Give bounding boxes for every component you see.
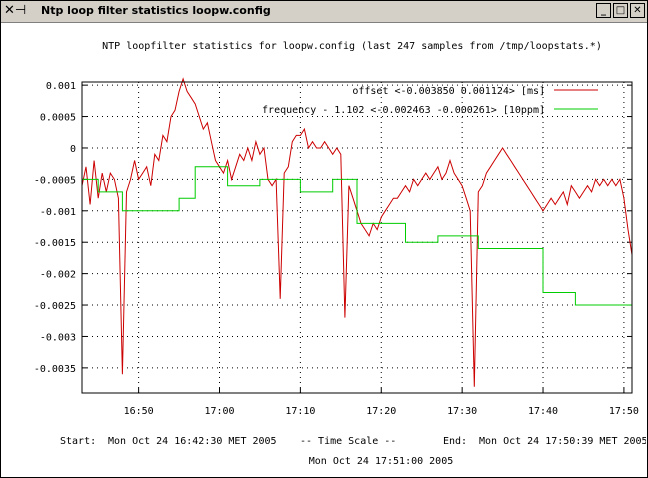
footer-time-scale: -- Time Scale -- bbox=[300, 436, 396, 447]
y-tick-label: -0.001 bbox=[40, 207, 76, 218]
plot-frame bbox=[81, 81, 633, 394]
y-tick-label: -0.0035 bbox=[34, 364, 76, 375]
x-tick-label: 16:50 bbox=[124, 406, 154, 417]
series-line-frequency bbox=[82, 166, 632, 306]
title-bar[interactable]: ✕⊣ Ntp loop filter statistics loopw.conf… bbox=[1, 1, 647, 23]
footer-end-label: End: bbox=[443, 436, 467, 447]
y-tick-label: 0.0005 bbox=[40, 113, 76, 124]
y-tick-label: -0.002 bbox=[40, 270, 76, 281]
footer-end-value: Mon Oct 24 17:50:39 MET 2005 bbox=[479, 436, 646, 447]
x-tick-label: 17:00 bbox=[204, 406, 234, 417]
x-tick-label: 17:10 bbox=[285, 406, 315, 417]
x-tick-label: 17:20 bbox=[366, 406, 396, 417]
x-axis: 16:50 17:00 17:10 17:20 17:30 17:40 17:50 bbox=[124, 388, 639, 417]
legend-label-frequency: frequency - 1.102 <-0.002463 -0.000261> … bbox=[262, 105, 545, 116]
series-lines bbox=[81, 77, 633, 387]
y-axis: 0.001 0.0005 0 -0.0005 -0.001 -0.0015 -0.002 -0… bbox=[34, 81, 632, 375]
y-tick-label: 0 bbox=[70, 144, 76, 155]
minimize-button[interactable]: _ bbox=[596, 3, 611, 18]
y-tick-label: -0.0005 bbox=[34, 175, 76, 186]
close-button[interactable]: ✕ bbox=[630, 3, 645, 18]
footer-start-label: Start: bbox=[60, 436, 96, 447]
grid bbox=[82, 82, 632, 393]
legend: offset <-0.003850 0.001124> [ms] frequen… bbox=[262, 86, 598, 116]
legend-label-offset: offset <-0.003850 0.001124> [ms] bbox=[352, 86, 545, 97]
x-tick-label: 17:30 bbox=[447, 406, 477, 417]
x-tick-label: 17:40 bbox=[528, 406, 558, 417]
x-window-icon[interactable]: ✕⊣ bbox=[4, 3, 27, 18]
series-line-offset bbox=[81, 77, 633, 387]
footer-start-value: Mon Oct 24 16:42:30 MET 2005 bbox=[108, 436, 277, 447]
y-tick-label: 0.001 bbox=[46, 81, 76, 92]
x-tick-label: 17:50 bbox=[609, 406, 639, 417]
y-tick-label: -0.0025 bbox=[34, 301, 76, 312]
maximize-button[interactable]: □ bbox=[613, 3, 628, 18]
loopfilter-chart: NTP loopfilter statistics for loopw.conf… bbox=[34, 41, 646, 467]
window-title: Ntp loop filter statistics loopw.config bbox=[41, 4, 271, 17]
footer-generated: Mon Oct 24 17:51:00 2005 bbox=[309, 456, 454, 467]
y-tick-label: -0.003 bbox=[40, 332, 76, 343]
y-tick-label: -0.0015 bbox=[34, 238, 76, 249]
chart-title: NTP loopfilter statistics for loopw.conf… bbox=[102, 41, 602, 52]
